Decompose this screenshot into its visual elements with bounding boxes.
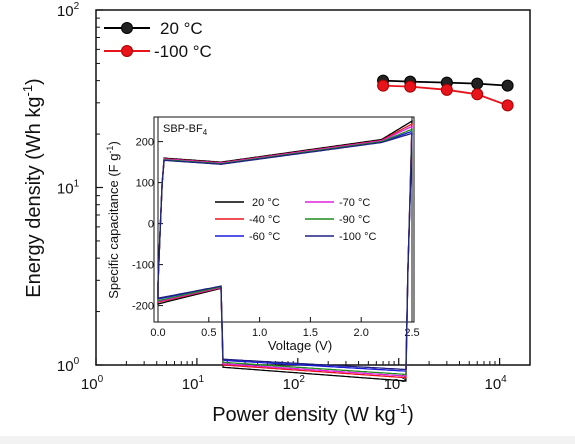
inset-legend-label-minus70c: -70 °C [339, 197, 370, 209]
main-data-point [404, 80, 417, 93]
legend-marker-20c [121, 22, 133, 34]
inset-legend-label-minus90c: -90 °C [339, 214, 370, 226]
inset-x-tick-label: 0.5 [201, 327, 216, 339]
inset-x-tick-label: 1.5 [303, 327, 318, 339]
main-x-tick-label: 102 [283, 374, 306, 393]
inset-y-tick-label: 200 [136, 137, 154, 149]
main-data-point [501, 99, 514, 112]
legend-label-minus100c: -100 °C [154, 42, 212, 61]
inset-x-axis-label: Voltage (V) [268, 338, 332, 353]
inset-y-tick-label: -100 [132, 260, 154, 272]
main-y-tick-label: 100 [57, 356, 80, 375]
inset-x-tick-label: 0.0 [150, 327, 165, 339]
main-series-group [377, 74, 514, 112]
main-data-point [377, 79, 390, 92]
inset-legend-label-minus100c: -100 °C [339, 231, 376, 243]
inset-y-tick-label: 100 [136, 178, 154, 190]
inset-legend-label-minus40c: -40 °C [249, 214, 280, 226]
inset-legend-label-20c: 20 °C [252, 197, 280, 209]
bottom-strip [0, 436, 575, 444]
inset-y-axis-label: Specific capacitance (F g-1) [105, 141, 121, 299]
main-data-point [471, 77, 484, 90]
main-data-point [471, 88, 484, 101]
main-data-point [501, 79, 514, 92]
inset-x-tick-label: 1.0 [252, 327, 267, 339]
main-x-axis-label: Power density (W kg-1) [212, 401, 414, 426]
legend-label-20c: 20 °C [160, 19, 203, 38]
main-y-tick-label: 102 [57, 1, 80, 20]
inset-plot-frame [157, 116, 413, 323]
inset-title: SBP-BF4 [163, 123, 208, 137]
main-y-axis-label: Energy density (Wh kg-1) [20, 78, 45, 297]
inset-y-tick-label: 0 [148, 219, 154, 231]
inset-x-tick-label: 2.0 [354, 327, 369, 339]
inset-y-tick-label: -200 [132, 301, 154, 313]
inset-legend-label-minus60c: -60 °C [249, 231, 280, 243]
inset-series-group [157, 119, 413, 382]
inset-cv-curve-5 [157, 132, 413, 371]
main-legend: 20 °C -100 °C [104, 19, 212, 61]
main-x-tick-label: 104 [484, 374, 507, 393]
inset-legend: 20 °C -40 °C -60 °C -70 °C -90 °C -100 °… [215, 197, 376, 243]
main-x-tick-label: 101 [182, 374, 205, 393]
inset-axis-ticks: 0.0 0.5 1.0 1.5 2.0 2.5 -200 -100 0 100 200 [132, 137, 420, 339]
main-y-tick-label: 101 [57, 179, 80, 198]
main-data-point [440, 83, 453, 96]
main-x-tick-label: 100 [81, 374, 104, 393]
inset-background [153, 116, 415, 323]
legend-marker-minus100c [121, 45, 133, 57]
inset-x-tick-label: 2.5 [404, 327, 419, 339]
